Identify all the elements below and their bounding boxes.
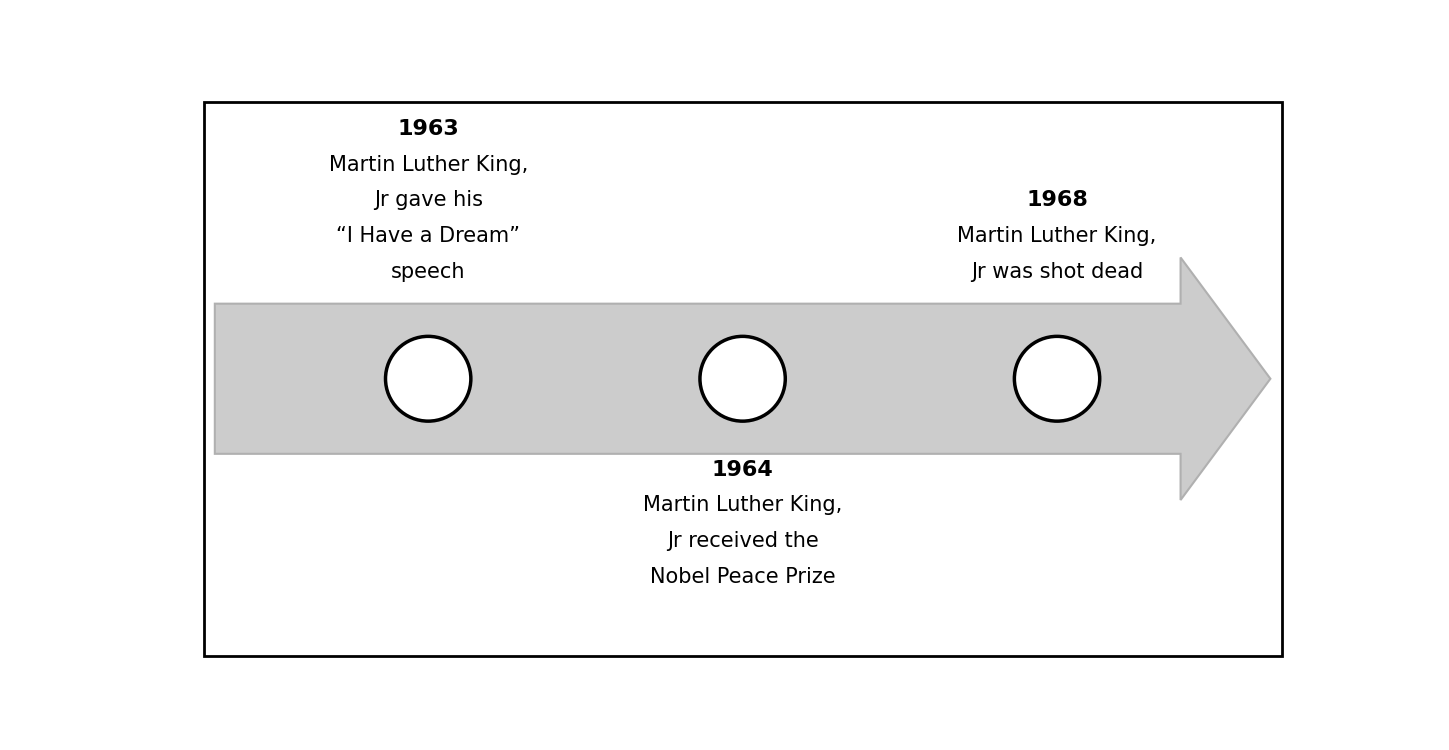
Ellipse shape [1014,336,1100,422]
Text: 1964: 1964 [711,460,774,479]
Ellipse shape [700,336,785,422]
Text: Martin Luther King,: Martin Luther King, [329,154,527,175]
Text: “I Have a Dream”: “I Have a Dream” [336,226,520,246]
Text: Jr gave his: Jr gave his [374,190,483,211]
Text: Jr received the: Jr received the [667,531,819,551]
Ellipse shape [385,336,471,422]
Polygon shape [214,257,1271,500]
Text: speech: speech [391,262,465,282]
Text: Martin Luther King,: Martin Luther King, [643,496,842,515]
Text: 1963: 1963 [397,118,459,139]
Text: 1968: 1968 [1026,190,1088,211]
Text: Nobel Peace Prize: Nobel Peace Prize [649,567,836,587]
Text: Jr was shot dead: Jr was shot dead [971,262,1143,282]
Text: Martin Luther King,: Martin Luther King, [958,226,1156,246]
